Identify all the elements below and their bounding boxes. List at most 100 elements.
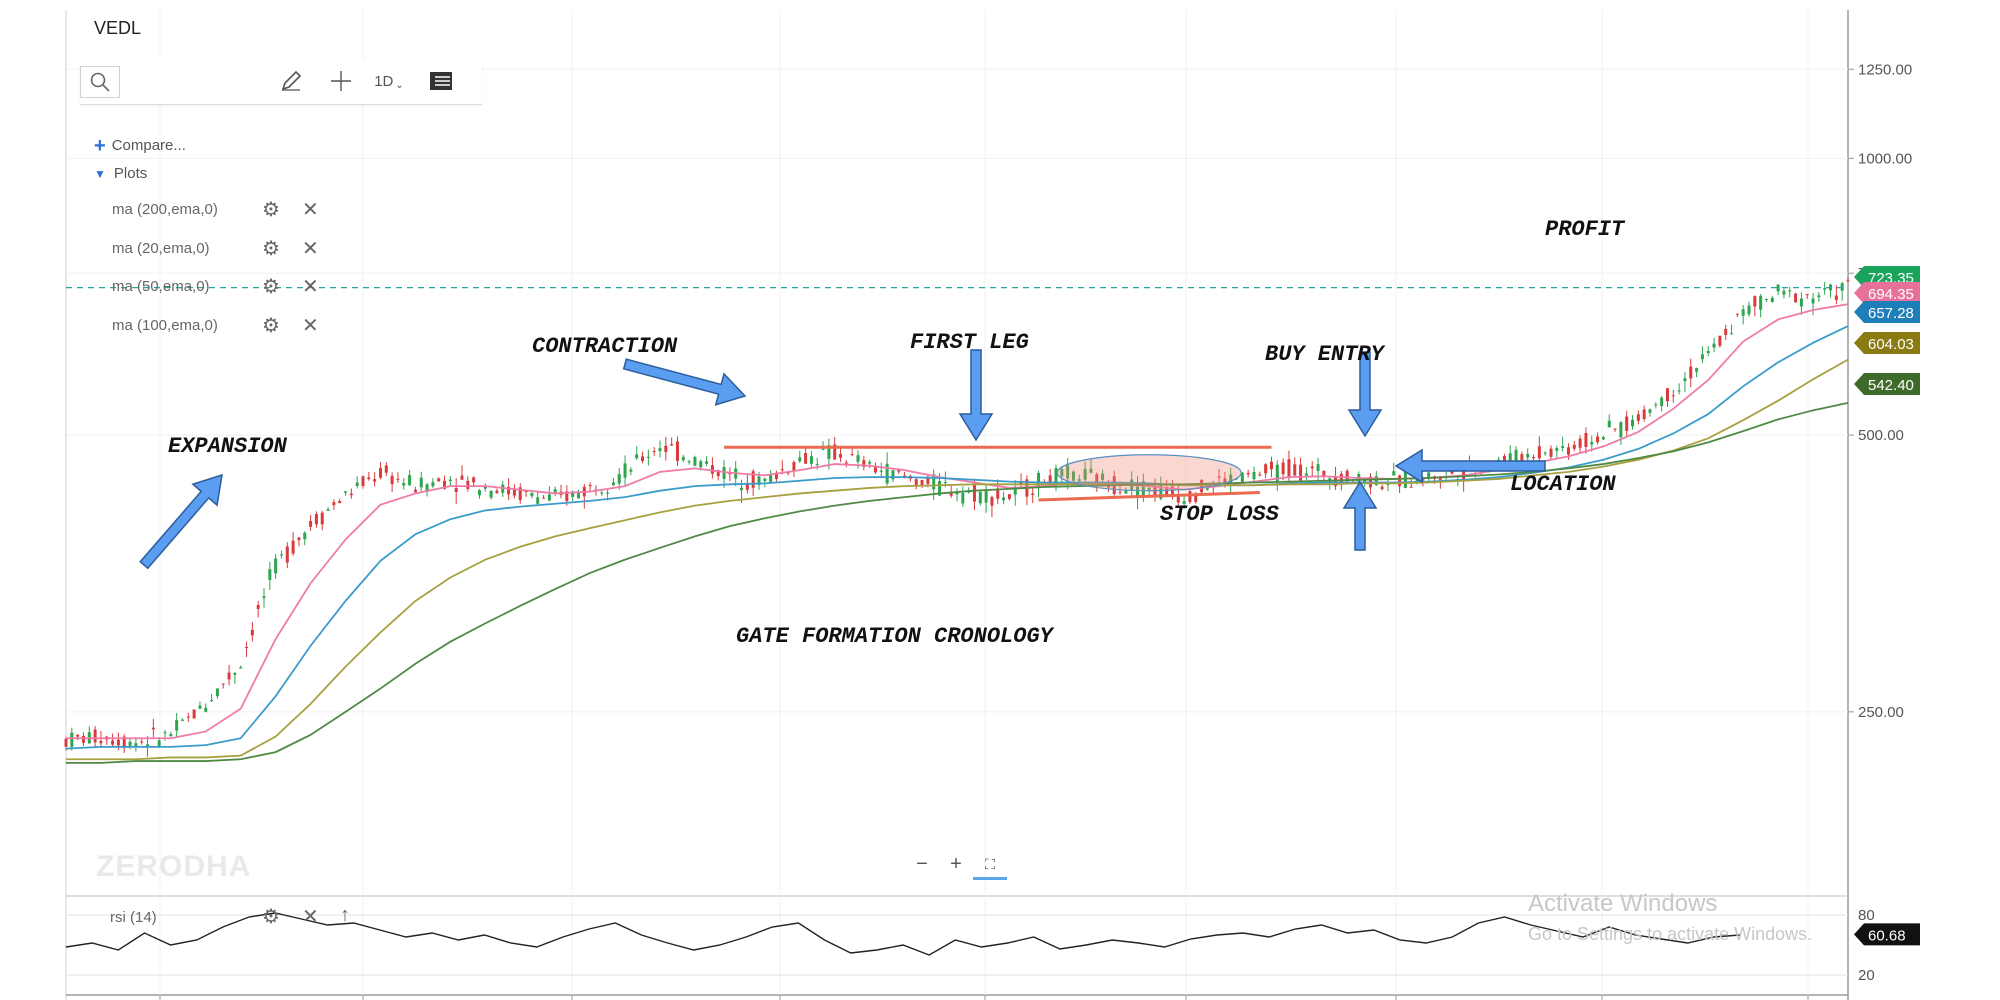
gear-icon[interactable]: ⚙ [262,315,280,337]
candle-body [146,744,150,748]
candle-body [1811,298,1815,304]
annotation-arrow [1347,351,1383,438]
zoom-in-button[interactable]: + [950,852,962,875]
candle-body [1700,354,1704,360]
triangle-down-icon: ▼ [94,167,106,181]
candle-body [489,490,493,498]
candle-body [524,490,528,492]
candle-body [693,456,697,466]
candle-body [419,477,423,488]
candle-body [477,490,481,496]
candle-body [233,672,237,675]
candle-body [1141,481,1145,496]
plots-toggle[interactable]: ▼ Plots [94,165,147,182]
candle-body [646,456,650,458]
candle-body [1019,482,1023,484]
candle-body [1671,395,1675,397]
fullscreen-button[interactable]: ⛶ [973,851,1007,880]
gear-icon[interactable]: ⚙ [262,238,280,260]
search-button[interactable] [80,66,120,98]
candle-body [1310,466,1314,469]
zoom-out-button[interactable]: − [916,852,928,875]
candle-body [384,465,388,473]
candle-body [1101,473,1105,480]
candle-body [1642,409,1646,420]
candle-body [1782,290,1786,295]
annotation-arrow [139,473,223,570]
candle-body [1590,441,1594,445]
close-icon[interactable]: ✕ [302,315,319,337]
candle-body [821,448,825,450]
candle-body [833,444,837,460]
pencil-icon [281,70,302,91]
candle-body [1205,488,1209,490]
close-icon[interactable]: ✕ [302,199,319,221]
price-tag-label: 604.03 [1868,336,1914,353]
candle-body [1077,479,1081,481]
annotation-label: BUY ENTRY [1265,342,1386,367]
candle-body [448,479,452,482]
price-tag-shape [1854,282,1920,304]
candle-body [1031,493,1035,495]
candle-body [815,464,819,466]
gear-icon[interactable]: ⚙ [262,906,280,928]
close-icon[interactable]: ✕ [302,906,319,928]
candle-body [338,501,342,504]
close-icon[interactable]: ✕ [302,238,319,260]
close-icon[interactable]: ✕ [302,276,319,298]
candle-body [169,733,173,737]
candle-body [571,491,575,497]
candle-body [1695,368,1699,372]
candle-body [1566,447,1570,455]
data-table-button[interactable] [426,66,456,96]
candle-body [1537,446,1541,459]
candle-body [1392,471,1396,476]
gear-icon[interactable]: ⚙ [262,276,280,298]
candle-body [122,736,126,748]
candle-body [1689,366,1693,379]
moving-average-line [66,358,1849,761]
candle-body [600,492,604,494]
candle-body [1759,295,1763,310]
candle-body [483,486,487,489]
candle-body [827,445,831,459]
candle-body [1840,283,1844,291]
candle-body [914,479,918,486]
candle-body [547,494,551,501]
candle-body [210,700,214,702]
candle-body [1561,446,1565,448]
candle-body [1770,297,1774,302]
rsi-tick-label: 20 [1858,967,1875,984]
arrow-up-icon[interactable]: ↑ [340,904,350,926]
candle-body [1805,294,1809,296]
gear-icon[interactable]: ⚙ [262,199,280,221]
candle-body [157,740,161,746]
candle-body [868,461,872,464]
candle-body [1654,404,1658,406]
draw-button[interactable] [276,66,306,96]
candle-body [978,491,982,504]
activate-windows-title: Activate Windows [1528,890,1718,917]
price-tag-shape [1854,373,1920,395]
annotation-label: FIRST LEG [910,330,1029,355]
candle-body [1788,290,1792,292]
interval-dropdown[interactable]: 1D ⌄ [372,66,406,96]
fullscreen-icon: ⛶ [985,855,995,872]
annotation-label: PROFIT [1545,217,1626,242]
compare-link[interactable]: + Compare... [94,135,186,158]
candle-body [198,705,202,709]
candle-body [804,453,808,464]
candle-body [705,461,709,464]
candle-body [949,493,953,496]
candle-body [926,476,930,484]
candle-body [1287,459,1291,478]
crosshair-button[interactable] [326,66,356,96]
candle-body [402,482,406,486]
candle-body [128,741,132,746]
price-tag: 694.35 [1854,282,1920,304]
plots-label: Plots [113,165,148,182]
candle-body [722,466,726,479]
search-icon [90,72,110,92]
candle-body [1508,453,1512,461]
